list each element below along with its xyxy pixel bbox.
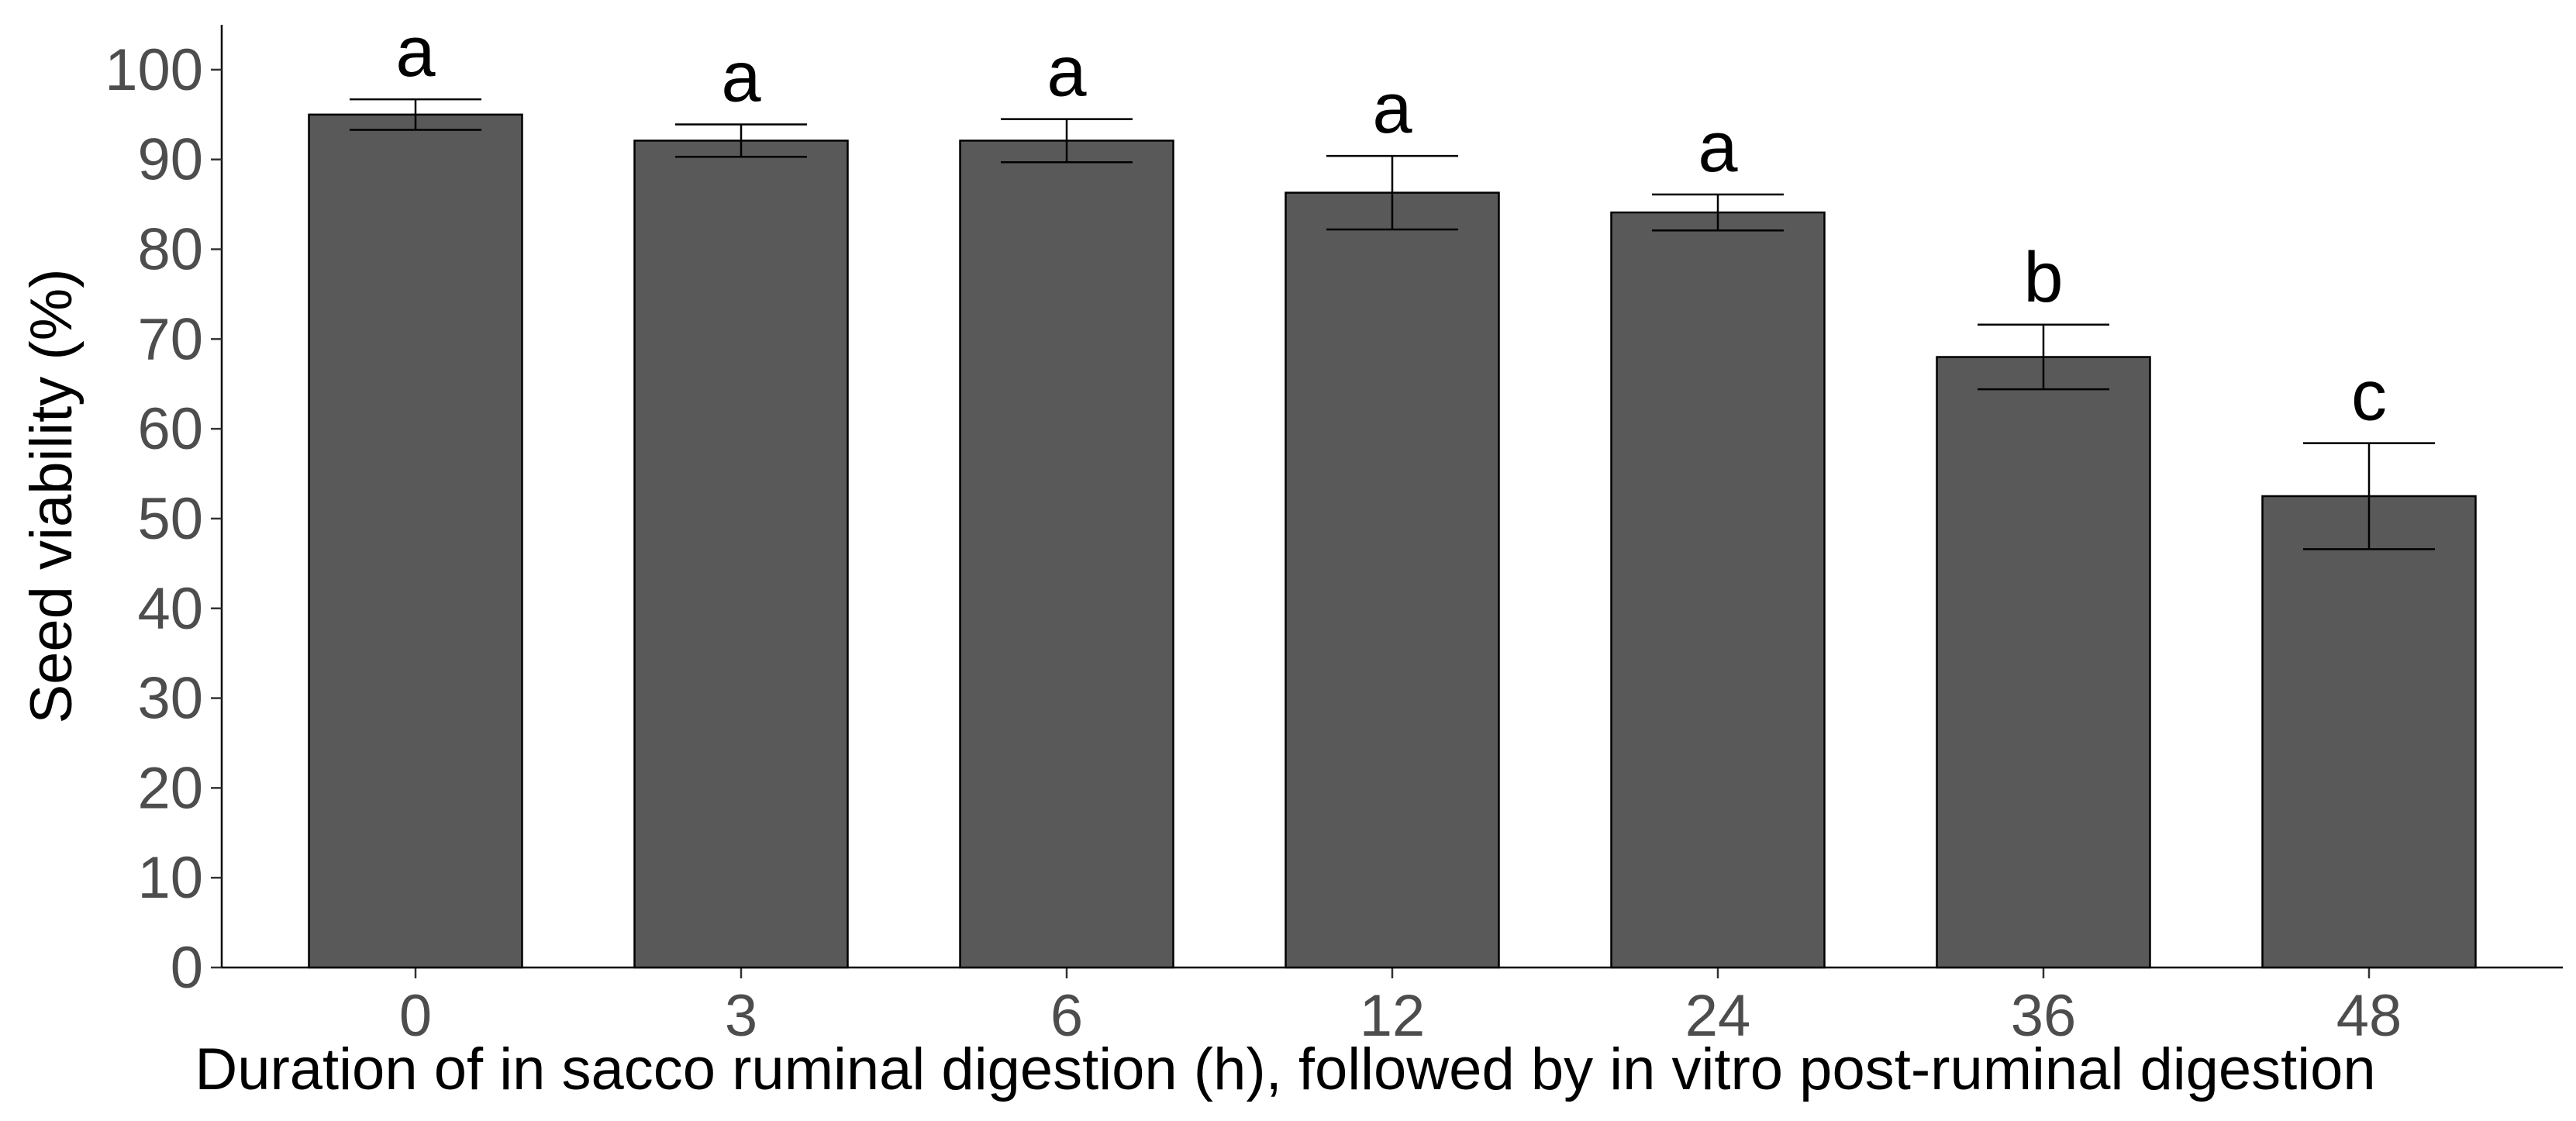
x-tick-label: 48: [2336, 983, 2402, 1049]
error-bar: [675, 123, 807, 158]
y-tick-label: 80: [137, 217, 203, 283]
bar: [633, 140, 849, 969]
bar: [1285, 191, 1500, 969]
error-bar: [1978, 323, 2109, 391]
y-tick-label: 100: [105, 37, 203, 103]
error-bar: [1001, 118, 1133, 164]
y-axis-title: Seed viability (%): [19, 268, 84, 723]
y-tick-label: 60: [137, 396, 203, 462]
significance-letter: a: [1698, 108, 1738, 187]
significance-letter: a: [395, 12, 436, 91]
x-tick-label: 6: [1050, 983, 1083, 1049]
y-tick-label: 90: [137, 127, 203, 193]
y-tick-label: 50: [137, 486, 203, 552]
error-bar: [1326, 154, 1458, 231]
bar: [1610, 211, 1826, 969]
bar: [1936, 356, 2151, 969]
x-axis-title: Duration of in sacco ruminal digestion (…: [195, 1036, 2375, 1102]
error-bar: [1652, 193, 1784, 232]
y-tick-label: 20: [137, 755, 203, 821]
x-tick-label: 36: [2011, 983, 2077, 1049]
significance-letter: a: [1047, 33, 1087, 112]
significance-letter: a: [1372, 69, 1412, 148]
y-tick-label: 40: [137, 576, 203, 642]
y-tick-label: 70: [137, 306, 203, 372]
significance-letter: a: [721, 38, 761, 117]
error-bar: [350, 98, 481, 131]
bar: [308, 113, 523, 969]
y-tick-label: 10: [137, 845, 203, 911]
significance-letter: b: [2023, 238, 2063, 317]
bar: [959, 140, 1174, 969]
y-tick-label: 30: [137, 666, 203, 732]
bar: [2261, 495, 2477, 969]
significance-letter: c: [2351, 357, 2387, 436]
error-bar: [2303, 442, 2435, 550]
x-tick-label: 12: [1360, 983, 1426, 1049]
x-tick-label: 0: [399, 983, 432, 1049]
y-tick-label: 0: [171, 935, 203, 1001]
x-tick-label: 3: [725, 983, 757, 1049]
x-tick-label: 24: [1685, 983, 1751, 1049]
